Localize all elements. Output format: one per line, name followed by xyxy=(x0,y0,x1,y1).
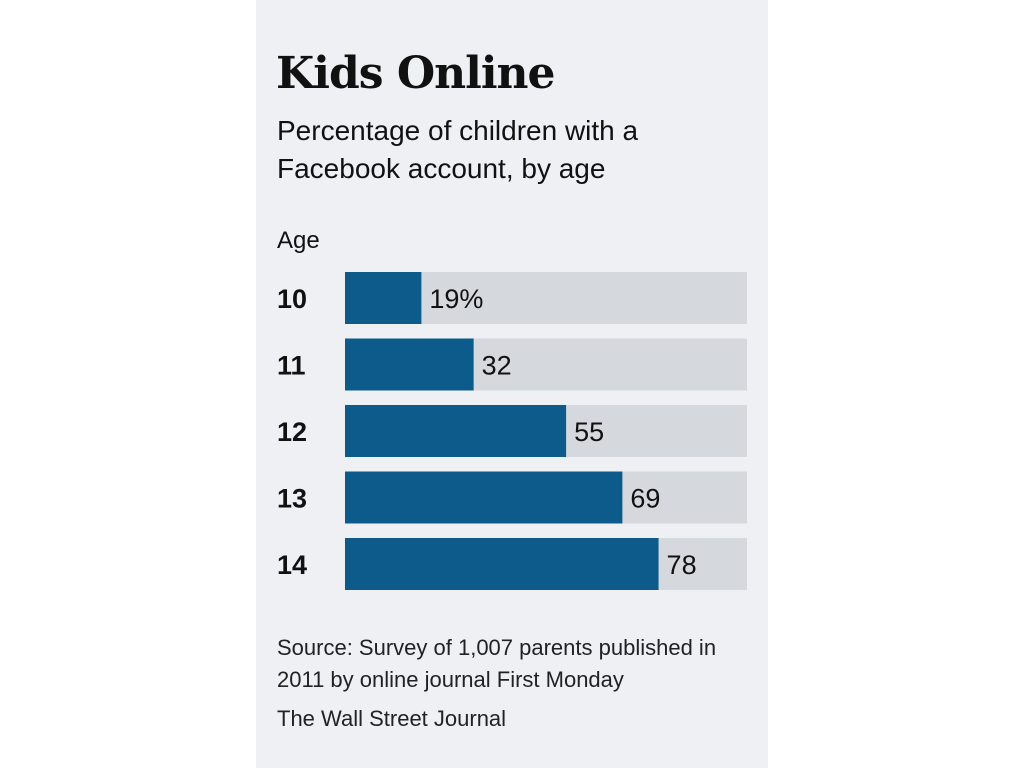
bar-12 xyxy=(345,405,567,457)
value-label-11: 32 xyxy=(482,351,512,381)
bar-11 xyxy=(345,338,474,391)
bar-10 xyxy=(345,272,422,324)
publisher-credit: The Wall Street Journal xyxy=(277,706,507,731)
source-note: Source: Survey of 1,007 parents publishe… xyxy=(277,635,717,692)
category-label-11: 11 xyxy=(277,351,306,381)
value-label-12: 55 xyxy=(574,417,604,447)
category-label-10: 10 xyxy=(277,284,307,314)
category-label-12: 12 xyxy=(277,417,307,447)
bar-13 xyxy=(345,471,623,524)
value-label-13: 69 xyxy=(630,484,660,514)
value-label-14: 78 xyxy=(667,550,697,580)
y-axis-label: Age xyxy=(277,227,320,254)
value-label-10: 19% xyxy=(429,284,483,314)
chart-subtitle: Percentage of children with a Facebook a… xyxy=(277,115,639,184)
category-label-14: 14 xyxy=(277,550,307,580)
bar-14 xyxy=(345,538,659,590)
category-label-13: 13 xyxy=(277,484,307,514)
chart-title: Kids Online xyxy=(276,48,556,99)
